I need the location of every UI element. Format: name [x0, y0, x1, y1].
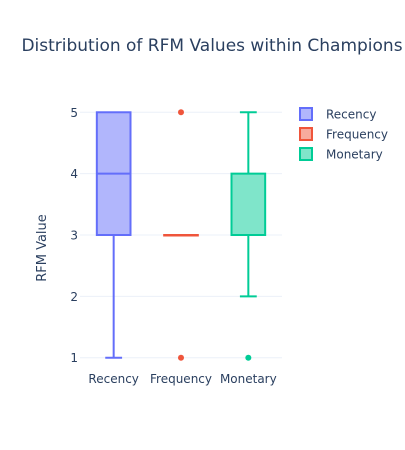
legend-label: Frequency [326, 128, 388, 142]
box-frequency[interactable] [163, 109, 199, 361]
legend-label: Recency [326, 108, 376, 122]
legend-item-monetary[interactable]: Monetary [299, 147, 383, 162]
y-tick-label: 5 [70, 106, 78, 120]
box-traces [95, 109, 267, 361]
legend-swatch [299, 147, 313, 161]
y-axis-label: RFM Value [35, 214, 50, 282]
legend-item-recency[interactable]: Recency [299, 107, 376, 122]
box-monetary[interactable] [230, 111, 267, 361]
outlier-point[interactable] [245, 354, 252, 361]
outlier-point[interactable] [178, 354, 184, 361]
legend-label: Monetary [326, 148, 383, 162]
legend-swatch [299, 127, 313, 141]
box-recency[interactable] [95, 111, 132, 359]
legend-swatch [299, 107, 313, 121]
outlier-point[interactable] [178, 109, 184, 116]
y-tick-label: 4 [70, 167, 78, 181]
y-tick-label: 3 [70, 229, 78, 243]
box-iqr [230, 172, 267, 237]
x-tick-label: Frequency [150, 372, 212, 386]
x-tick-label: Monetary [220, 372, 277, 386]
legend[interactable]: Recency Frequency Monetary [299, 107, 388, 162]
y-tick-label: 1 [70, 351, 78, 365]
y-tick-labels: 1 2 3 4 5 [70, 106, 78, 365]
legend-item-frequency[interactable]: Frequency [299, 127, 388, 142]
x-tick-label: Recency [88, 372, 138, 386]
x-tick-labels: Recency Frequency Monetary [88, 372, 276, 386]
y-tick-label: 2 [70, 290, 78, 304]
chart-title: Distribution of RFM Values within Champi… [21, 36, 402, 56]
